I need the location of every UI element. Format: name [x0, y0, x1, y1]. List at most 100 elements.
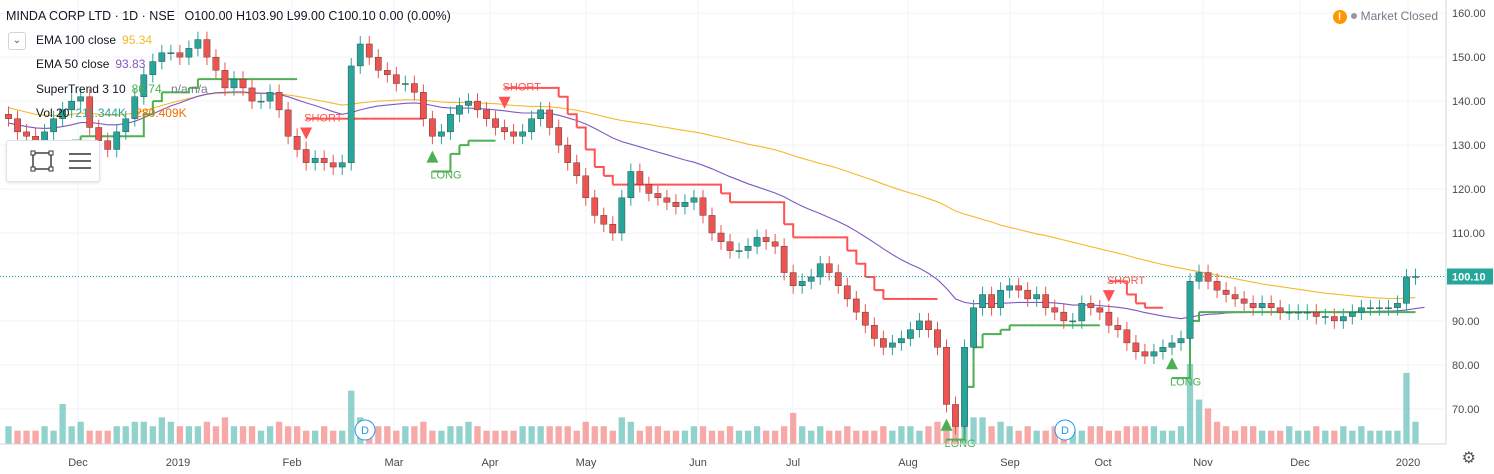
candle-body [870, 325, 878, 339]
volume-bar [546, 426, 553, 444]
volume-bar [1204, 408, 1212, 444]
candle-body [302, 149, 310, 163]
candle-body [843, 285, 851, 300]
signal-label: SHORT [503, 82, 542, 94]
volume-bar [817, 426, 824, 444]
candle-body [1078, 303, 1086, 322]
candle-body [1087, 303, 1095, 308]
candle-body [510, 131, 517, 137]
candle-body [77, 96, 85, 102]
candle-body [925, 320, 932, 330]
signal-label: SHORT [304, 112, 343, 124]
volume-bar [672, 430, 680, 444]
candle-body [708, 215, 716, 234]
supertrend-segment [441, 153, 452, 173]
candle-body [1240, 298, 1248, 304]
indicator-ema100[interactable]: EMA 100 close 95.34 [36, 33, 152, 47]
indicator-supertrend[interactable]: SuperTrend 3 10 86.74 n/a n/a [36, 82, 208, 96]
rectangle-tool-icon[interactable] [29, 149, 55, 173]
volume-bar [510, 430, 517, 444]
volume-bar [1394, 430, 1401, 444]
candle-body [1321, 316, 1329, 318]
candle-body [564, 144, 572, 163]
volume-bar [808, 430, 815, 444]
volume-bar [1114, 430, 1122, 444]
volume-bar [1331, 430, 1338, 444]
settings-lines-icon[interactable] [67, 149, 93, 173]
supertrend-segment [188, 79, 199, 89]
candle-body [1042, 294, 1050, 308]
volume-bar [1313, 426, 1320, 444]
candle-body [1330, 316, 1338, 322]
warning-icon[interactable]: ! [1332, 10, 1347, 24]
volume-bar [212, 426, 220, 444]
supertrend-segment [567, 113, 578, 128]
supertrend-segment [712, 183, 723, 194]
supertrend-segment [594, 166, 605, 176]
x-tick-label: Apr [481, 457, 498, 469]
candle-body [988, 294, 995, 308]
candle-body [934, 329, 941, 348]
candle-body [1150, 351, 1158, 357]
indicator-ema50[interactable]: EMA 50 close 93.83 [36, 57, 145, 71]
x-tick-label: Jun [689, 457, 707, 469]
supertrend-segment [865, 275, 876, 291]
y-tick-label: 160.00 [1452, 8, 1486, 20]
volume-bar [835, 430, 842, 444]
candle-body [961, 347, 968, 427]
candle-body [465, 100, 472, 106]
candle-body [834, 272, 842, 286]
volume-bar [1367, 430, 1374, 444]
long-arrow-icon [426, 150, 439, 163]
volume-bar [979, 417, 986, 444]
candle-body [68, 100, 76, 111]
candle-body [591, 197, 599, 216]
supertrend-segment [585, 148, 596, 168]
candle-body [5, 114, 12, 119]
volume-bar [131, 421, 138, 444]
volume-bar [844, 426, 851, 444]
candle-body [1159, 347, 1167, 352]
indicator-volume[interactable]: Vol 20 211.344K 280.409K [36, 106, 187, 120]
candle-body [528, 118, 535, 133]
indicator-name: EMA 50 close [36, 57, 110, 71]
candle-body [167, 52, 175, 54]
supertrend-segment [459, 140, 470, 147]
candle-body [438, 131, 445, 137]
volume-bar [384, 426, 391, 444]
volume-bar [1159, 430, 1167, 444]
gear-icon[interactable]: ⚙ [1461, 450, 1476, 467]
volume-bar [898, 426, 905, 444]
volume-bar [1033, 430, 1040, 444]
volume-bar [248, 426, 256, 444]
candle-body [14, 118, 21, 133]
candle-body [194, 39, 202, 49]
legend-collapse-button[interactable]: ⌄ [8, 32, 26, 50]
y-tick-label: 130.00 [1452, 140, 1486, 152]
volume-bar [1249, 426, 1257, 444]
symbol-title[interactable]: MINDA CORP LTD · 1D · NSE [6, 9, 176, 23]
volume-bar [564, 426, 571, 444]
indicator-name: Vol 20 [36, 106, 70, 120]
candle-body [825, 263, 833, 273]
volume-bar [1222, 426, 1230, 444]
y-tick-label: 150.00 [1452, 52, 1486, 64]
supertrend-segment [549, 86, 560, 97]
volume-bar [799, 426, 806, 444]
volume-bar [140, 421, 147, 444]
volume-bar [753, 426, 761, 444]
candle-body [726, 241, 734, 251]
volume-bar [59, 404, 66, 444]
candle-body [889, 342, 896, 348]
x-tick-label: Dec [68, 457, 88, 469]
supertrend-segment [134, 114, 145, 138]
volume-bar [1123, 426, 1131, 444]
volume-bar [447, 426, 454, 444]
candle-body [1367, 307, 1374, 309]
volume-bar [104, 430, 111, 444]
y-tick-label: 120.00 [1452, 184, 1486, 196]
candle-body [95, 127, 103, 141]
x-tick-label: Nov [1193, 457, 1213, 469]
candle-body [1312, 311, 1320, 317]
